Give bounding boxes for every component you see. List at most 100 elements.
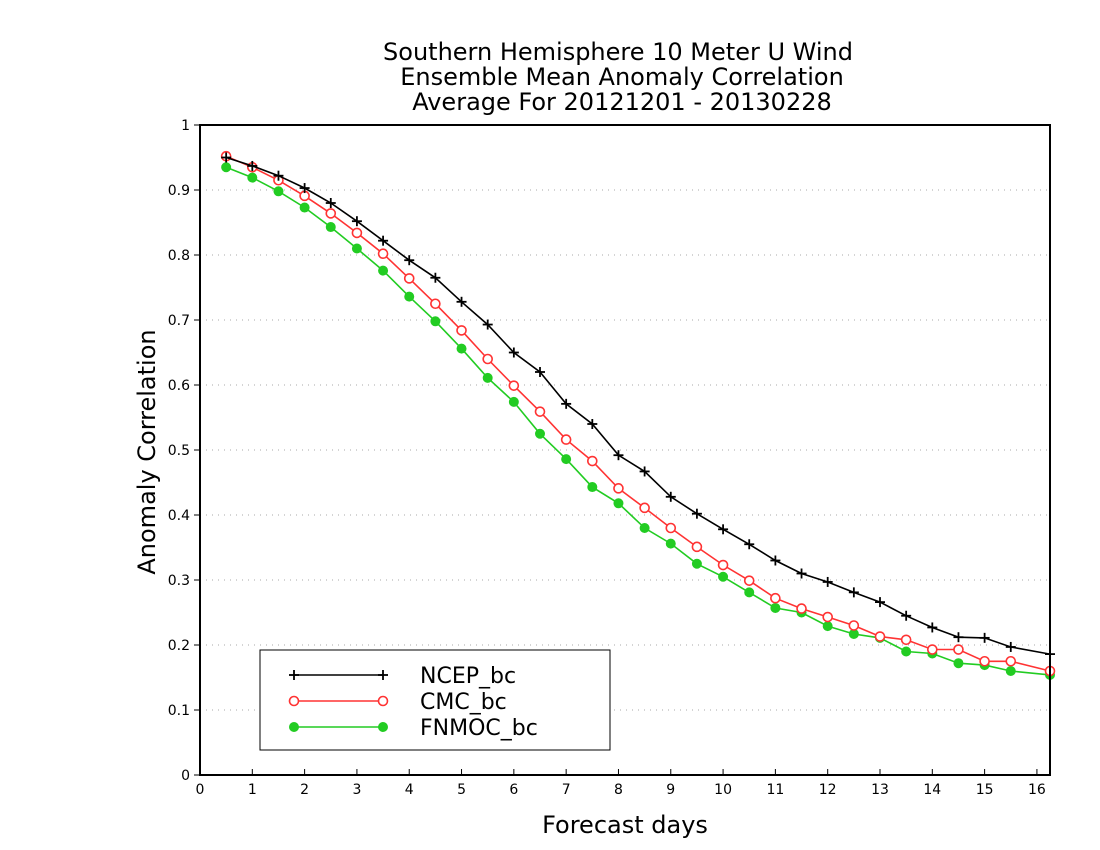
- series-ncep-bc-point: [770, 555, 781, 566]
- series-fnmoc-bc-point: [430, 316, 441, 327]
- x-tick-label: 8: [614, 782, 623, 798]
- series-fnmoc-bc: [221, 162, 1055, 680]
- series-fnmoc-bc-point: [691, 558, 702, 569]
- series-ncep-bc-point: [639, 466, 650, 477]
- series-cmc-bc-point: [1005, 655, 1017, 667]
- legend-cmc-bc-point: [377, 695, 389, 707]
- series-fnmoc-bc-point: [404, 291, 415, 302]
- y-tick-label: 1: [181, 118, 190, 134]
- series-cmc-bc-point: [403, 273, 415, 284]
- y-tick-label: 0.6: [168, 378, 190, 394]
- series-cmc-bc-point: [639, 502, 650, 514]
- x-tick-label: 0: [196, 782, 205, 798]
- legend-ncep-bc-point: [289, 670, 299, 680]
- x-tick-label: 4: [405, 782, 414, 798]
- series-cmc-bc-point: [665, 522, 677, 534]
- series-ncep-bc-point: [822, 576, 833, 587]
- series-cmc-bc-point: [691, 541, 703, 553]
- y-tick-label: 0.3: [168, 573, 190, 589]
- series-fnmoc-bc-point: [221, 162, 232, 173]
- chart-title: Southern Hemisphere 10 Meter U Wind Ense…: [383, 38, 853, 116]
- x-tick-label: 11: [766, 782, 784, 798]
- series-ncep-bc-point: [325, 198, 336, 208]
- series-ncep-bc-point: [665, 491, 676, 502]
- legend-fnmoc-bc-point: [289, 722, 299, 732]
- x-tick-label: 16: [1028, 782, 1046, 798]
- series-ncep-bc-point: [404, 255, 415, 266]
- y-tick-label: 0.5: [168, 443, 190, 459]
- legend-entry-cmc-bc: CMC_bc: [288, 690, 507, 715]
- series-fnmoc-bc-point: [299, 202, 310, 213]
- x-tick-label: 5: [457, 782, 466, 798]
- series-ncep-bc-point: [430, 272, 441, 283]
- series-cmc-bc: [220, 150, 1056, 677]
- series-cmc-bc-point: [979, 655, 990, 667]
- series-fnmoc-bc-point: [378, 265, 389, 276]
- series-ncep-bc-point: [691, 508, 702, 519]
- series-cmc-bc-point: [377, 248, 389, 259]
- series-cmc-bc-point: [822, 611, 833, 623]
- y-tick-label: 0.2: [168, 638, 190, 654]
- series-cmc-bc-point: [900, 634, 912, 646]
- legend-label: NCEP_bc: [420, 664, 516, 689]
- plot-frame: [199, 124, 1051, 776]
- legend-entry-ncep-bc: NCEP_bc: [289, 664, 516, 689]
- series-cmc-bc-point: [560, 434, 572, 445]
- series-cmc-bc-point: [325, 208, 337, 219]
- series-ncep-bc-point: [901, 610, 912, 621]
- series-cmc-bc-point: [796, 603, 807, 614]
- series-cmc-bc-point: [743, 575, 755, 586]
- chart-title-line-2: Ensemble Mean Anomaly Correlation: [400, 63, 844, 91]
- series-cmc-bc-point: [430, 298, 441, 310]
- series-ncep-bc: [221, 152, 1055, 660]
- y-tick-label: 0.1: [168, 703, 190, 719]
- x-tick-label: 9: [666, 782, 675, 798]
- series-ncep-bc-point: [953, 632, 964, 643]
- legend-fnmoc-bc-point: [378, 722, 388, 732]
- x-tick-label: 15: [976, 782, 994, 798]
- series-fnmoc-bc-point: [456, 343, 467, 354]
- series-ncep-bc-point: [221, 152, 232, 163]
- series-ncep-bc-point: [979, 632, 990, 643]
- series-fnmoc-bc-point: [613, 498, 624, 509]
- y-tick-label: 0.4: [168, 508, 190, 524]
- series-fnmoc-bc-point: [325, 222, 336, 233]
- x-tick-label: 12: [819, 782, 837, 798]
- legend-label: FNMOC_bc: [420, 716, 538, 741]
- series-fnmoc-bc-point: [639, 523, 650, 533]
- series-ncep-bc-point: [718, 524, 729, 535]
- y-tick-label: 0.9: [168, 183, 190, 199]
- x-tick-label: 3: [352, 782, 361, 798]
- series-ncep-bc-point: [535, 367, 545, 377]
- series-cmc-bc-point: [613, 483, 624, 494]
- y-tick-label: 0: [181, 768, 190, 784]
- series-fnmoc-bc-point: [508, 396, 519, 407]
- series-fnmoc-bc-point: [273, 186, 284, 197]
- x-axis-label: Forecast days: [542, 811, 708, 839]
- series-cmc-bc-line: [225, 155, 1051, 672]
- series-fnmoc-bc-point: [587, 482, 598, 493]
- series-fnmoc-bc-point: [744, 587, 755, 598]
- series-ncep-bc-point: [875, 597, 885, 608]
- series-cmc-bc-point: [927, 644, 938, 655]
- series-ncep-bc-point: [378, 235, 389, 246]
- series-cmc-bc-point: [848, 620, 860, 631]
- series-ncep-bc-point: [351, 216, 362, 227]
- x-tick-label: 7: [562, 782, 571, 798]
- series-cmc-bc-point: [953, 644, 964, 655]
- series-ncep-bc-point: [561, 398, 572, 409]
- x-tick-label: 14: [923, 782, 941, 798]
- series-ncep-bc-point: [508, 347, 519, 358]
- series-fnmoc-bc-point: [482, 372, 493, 383]
- chart-title-line-1: Southern Hemisphere 10 Meter U Wind: [383, 38, 853, 66]
- series-cmc-bc-point: [508, 380, 520, 391]
- series-cmc-bc-point: [482, 353, 493, 365]
- series-ncep-bc-point: [1005, 641, 1016, 652]
- x-tick-label: 1: [248, 782, 257, 798]
- series-fnmoc-bc-point: [901, 646, 912, 657]
- series-ncep-bc-line: [225, 156, 1051, 655]
- gridlines: [200, 189, 1050, 711]
- series-ncep-bc-point: [613, 450, 624, 461]
